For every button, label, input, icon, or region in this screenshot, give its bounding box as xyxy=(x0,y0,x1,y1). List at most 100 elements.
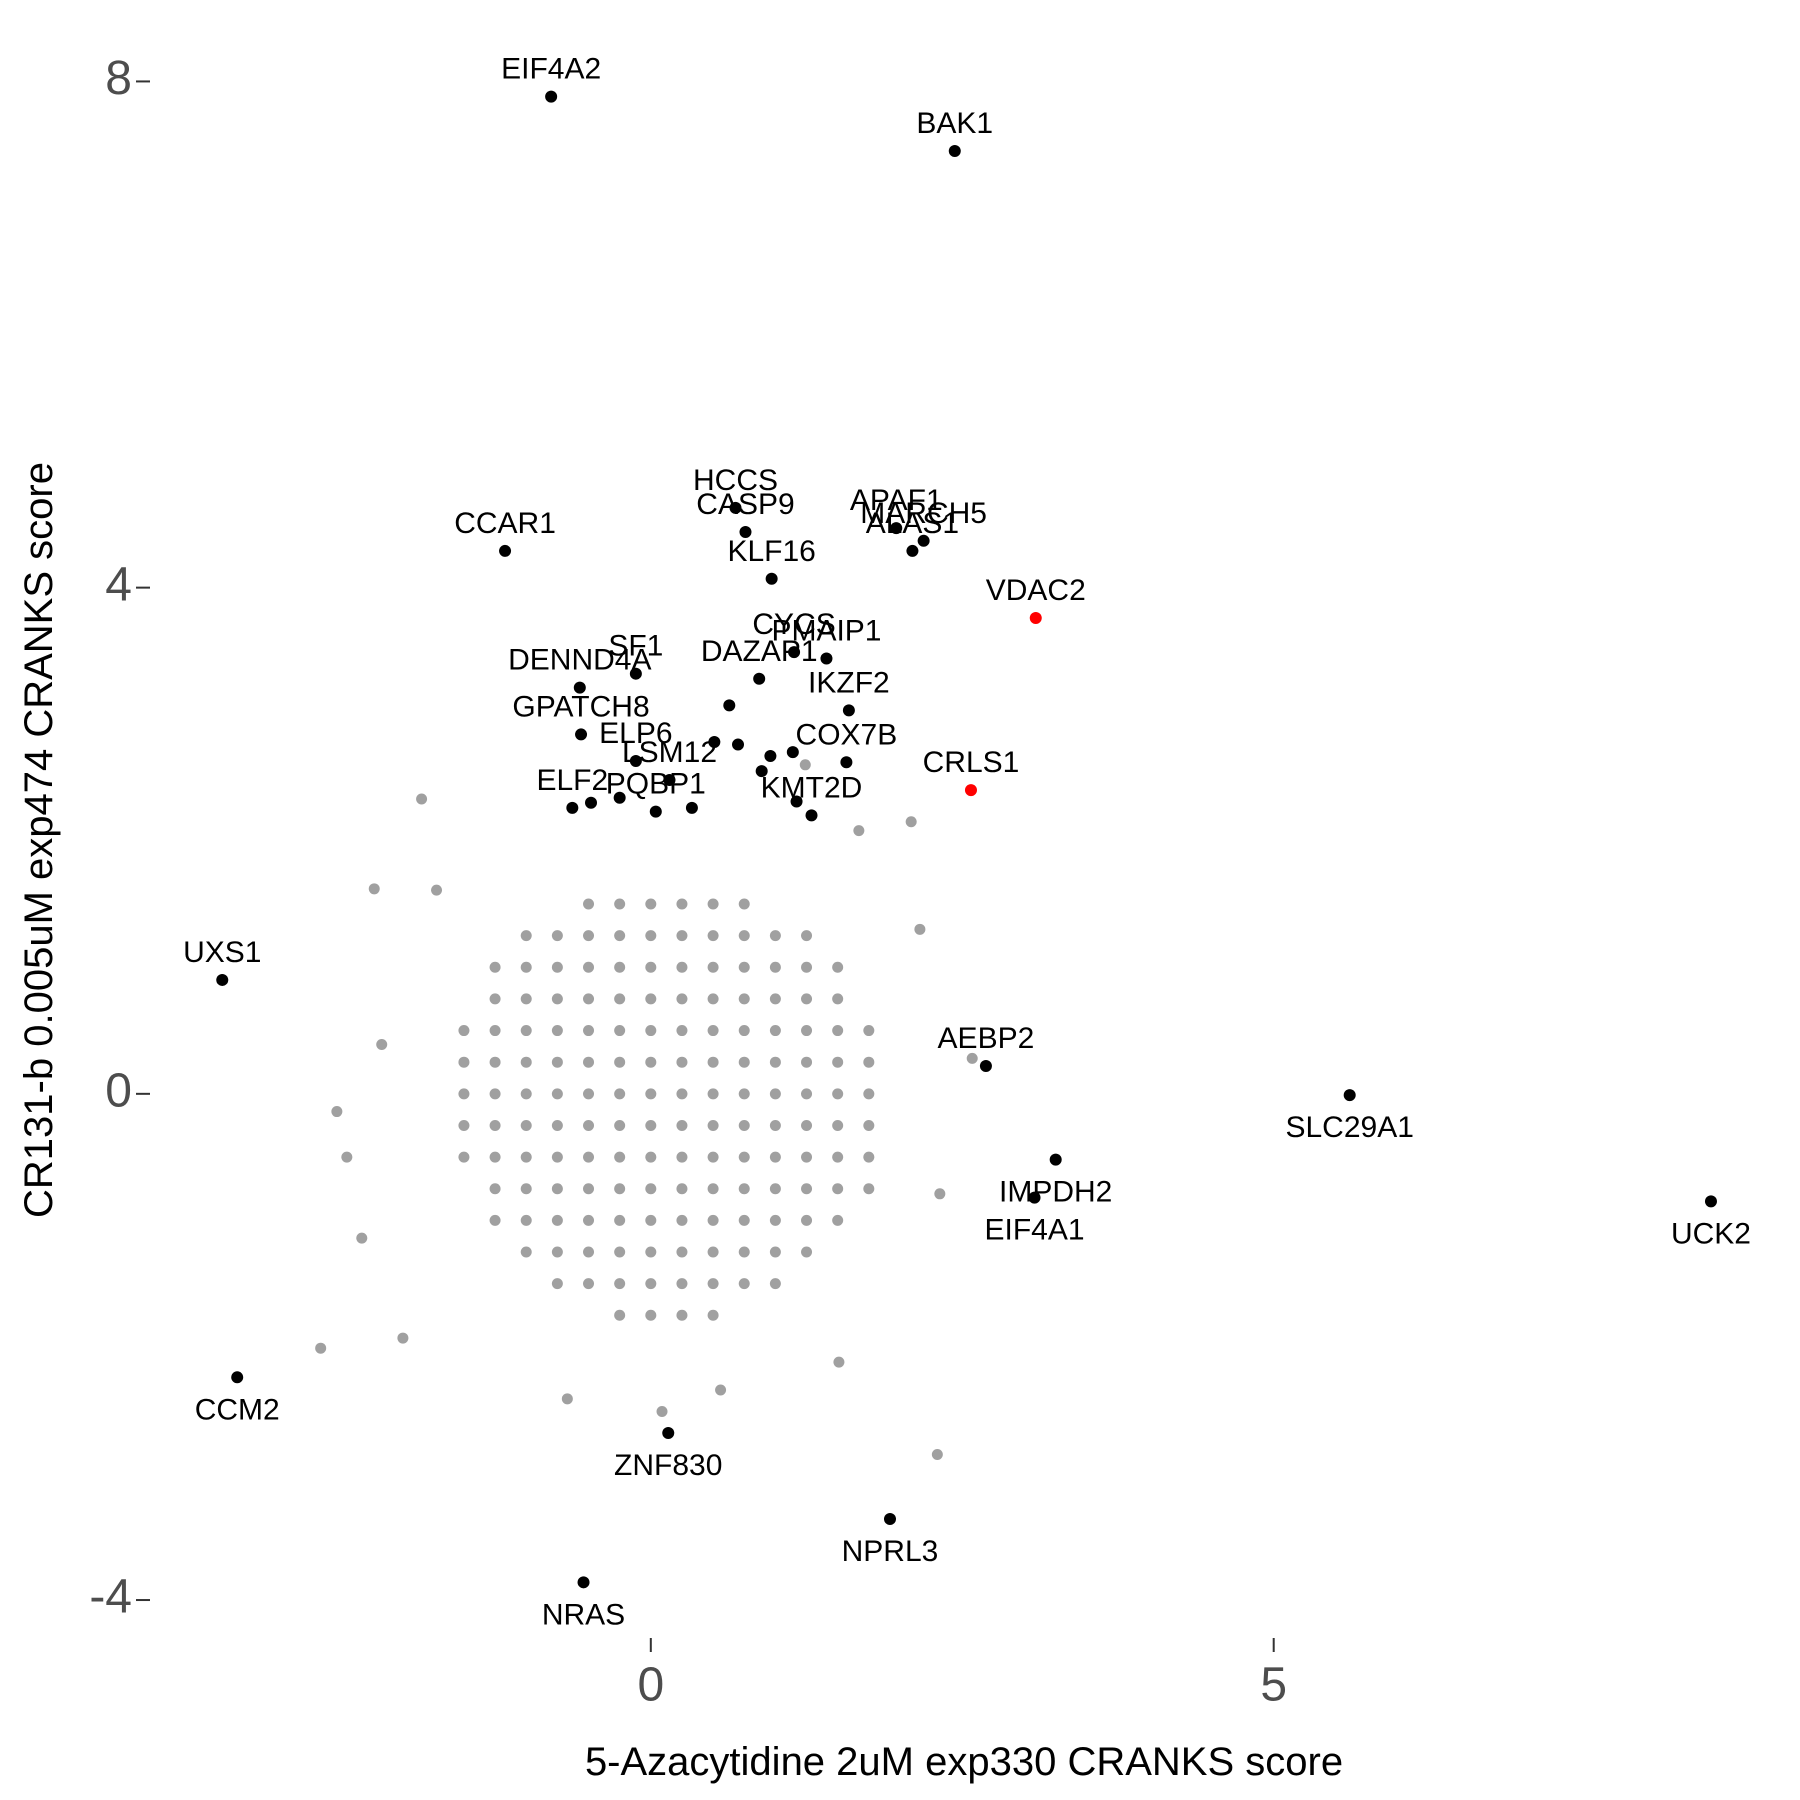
point-label: COX7B xyxy=(796,718,898,751)
point xyxy=(458,1088,470,1100)
point xyxy=(551,1056,563,1068)
point xyxy=(583,1151,595,1163)
point xyxy=(832,1151,844,1163)
point xyxy=(676,1119,688,1131)
point xyxy=(551,1119,563,1131)
highlight-point xyxy=(723,699,736,712)
point xyxy=(520,961,532,973)
point xyxy=(738,961,750,973)
point-label: HCCS xyxy=(693,464,778,497)
point xyxy=(551,1214,563,1226)
point xyxy=(416,793,428,805)
point xyxy=(676,1214,688,1226)
x-tick-label: 5 xyxy=(1260,1659,1287,1712)
highlight-point xyxy=(545,90,558,103)
highlight-point xyxy=(753,672,766,685)
point xyxy=(707,1025,719,1037)
point xyxy=(614,930,626,942)
point xyxy=(738,1183,750,1195)
point xyxy=(707,1183,719,1195)
point xyxy=(583,1088,595,1100)
point xyxy=(676,1183,688,1195)
point xyxy=(614,1278,626,1290)
point xyxy=(376,1038,388,1050)
point xyxy=(801,1119,813,1131)
point xyxy=(645,1246,657,1258)
point xyxy=(676,961,688,973)
point-label: CASP9 xyxy=(696,488,794,521)
highlight-point xyxy=(613,791,626,804)
point-label: DENND4A xyxy=(508,644,651,677)
point xyxy=(707,993,719,1005)
point xyxy=(676,1151,688,1163)
point xyxy=(356,1232,368,1244)
point xyxy=(551,993,563,1005)
point xyxy=(833,1356,845,1368)
point xyxy=(738,1025,750,1037)
highlight-point xyxy=(585,796,598,809)
point-label: MARCH5 xyxy=(860,497,987,530)
point-label: CCAR1 xyxy=(454,507,556,540)
point xyxy=(614,1025,626,1037)
point xyxy=(801,1214,813,1226)
point-label: UCK2 xyxy=(1671,1217,1751,1250)
point xyxy=(341,1151,353,1163)
highlight-point xyxy=(1704,1195,1717,1208)
point xyxy=(583,1214,595,1226)
highlight-point xyxy=(964,784,977,797)
point xyxy=(520,1151,532,1163)
point xyxy=(645,930,657,942)
point xyxy=(863,1056,875,1068)
point-label: BAK1 xyxy=(916,107,993,140)
point xyxy=(583,1056,595,1068)
point xyxy=(520,1214,532,1226)
point xyxy=(676,1025,688,1037)
point xyxy=(489,1183,501,1195)
point xyxy=(832,1183,844,1195)
point xyxy=(520,1025,532,1037)
highlight-point xyxy=(917,534,930,547)
point xyxy=(863,1183,875,1195)
point xyxy=(551,1151,563,1163)
point xyxy=(614,993,626,1005)
point xyxy=(769,1119,781,1131)
point xyxy=(769,1088,781,1100)
point xyxy=(583,898,595,910)
x-tick-label: 0 xyxy=(637,1659,664,1712)
point xyxy=(738,1214,750,1226)
point xyxy=(614,1214,626,1226)
point xyxy=(676,1056,688,1068)
point xyxy=(966,1052,978,1064)
point xyxy=(645,1119,657,1131)
highlight-point xyxy=(732,738,745,751)
highlight-point xyxy=(216,973,229,986)
point xyxy=(583,1025,595,1037)
point xyxy=(863,1119,875,1131)
point xyxy=(853,825,865,837)
highlight-point xyxy=(840,756,853,769)
point xyxy=(397,1332,409,1344)
point-label: IMPDH2 xyxy=(999,1176,1112,1209)
point-label: ZNF830 xyxy=(614,1449,722,1482)
point xyxy=(645,1088,657,1100)
highlight-point xyxy=(786,746,799,759)
point-label: KMT2D xyxy=(761,771,863,804)
point xyxy=(489,1119,501,1131)
point xyxy=(583,930,595,942)
point xyxy=(458,1119,470,1131)
point xyxy=(832,1214,844,1226)
point xyxy=(489,1214,501,1226)
point xyxy=(832,993,844,1005)
point xyxy=(801,961,813,973)
point xyxy=(738,898,750,910)
point xyxy=(614,1151,626,1163)
highlight-point xyxy=(663,773,676,786)
highlight-point xyxy=(1028,1191,1041,1204)
point-label: APAF1 xyxy=(850,484,943,517)
point xyxy=(769,1246,781,1258)
highlight-point xyxy=(685,801,698,814)
point xyxy=(832,1056,844,1068)
point xyxy=(645,898,657,910)
point xyxy=(934,1188,946,1200)
point-label: LSM12 xyxy=(622,736,717,769)
